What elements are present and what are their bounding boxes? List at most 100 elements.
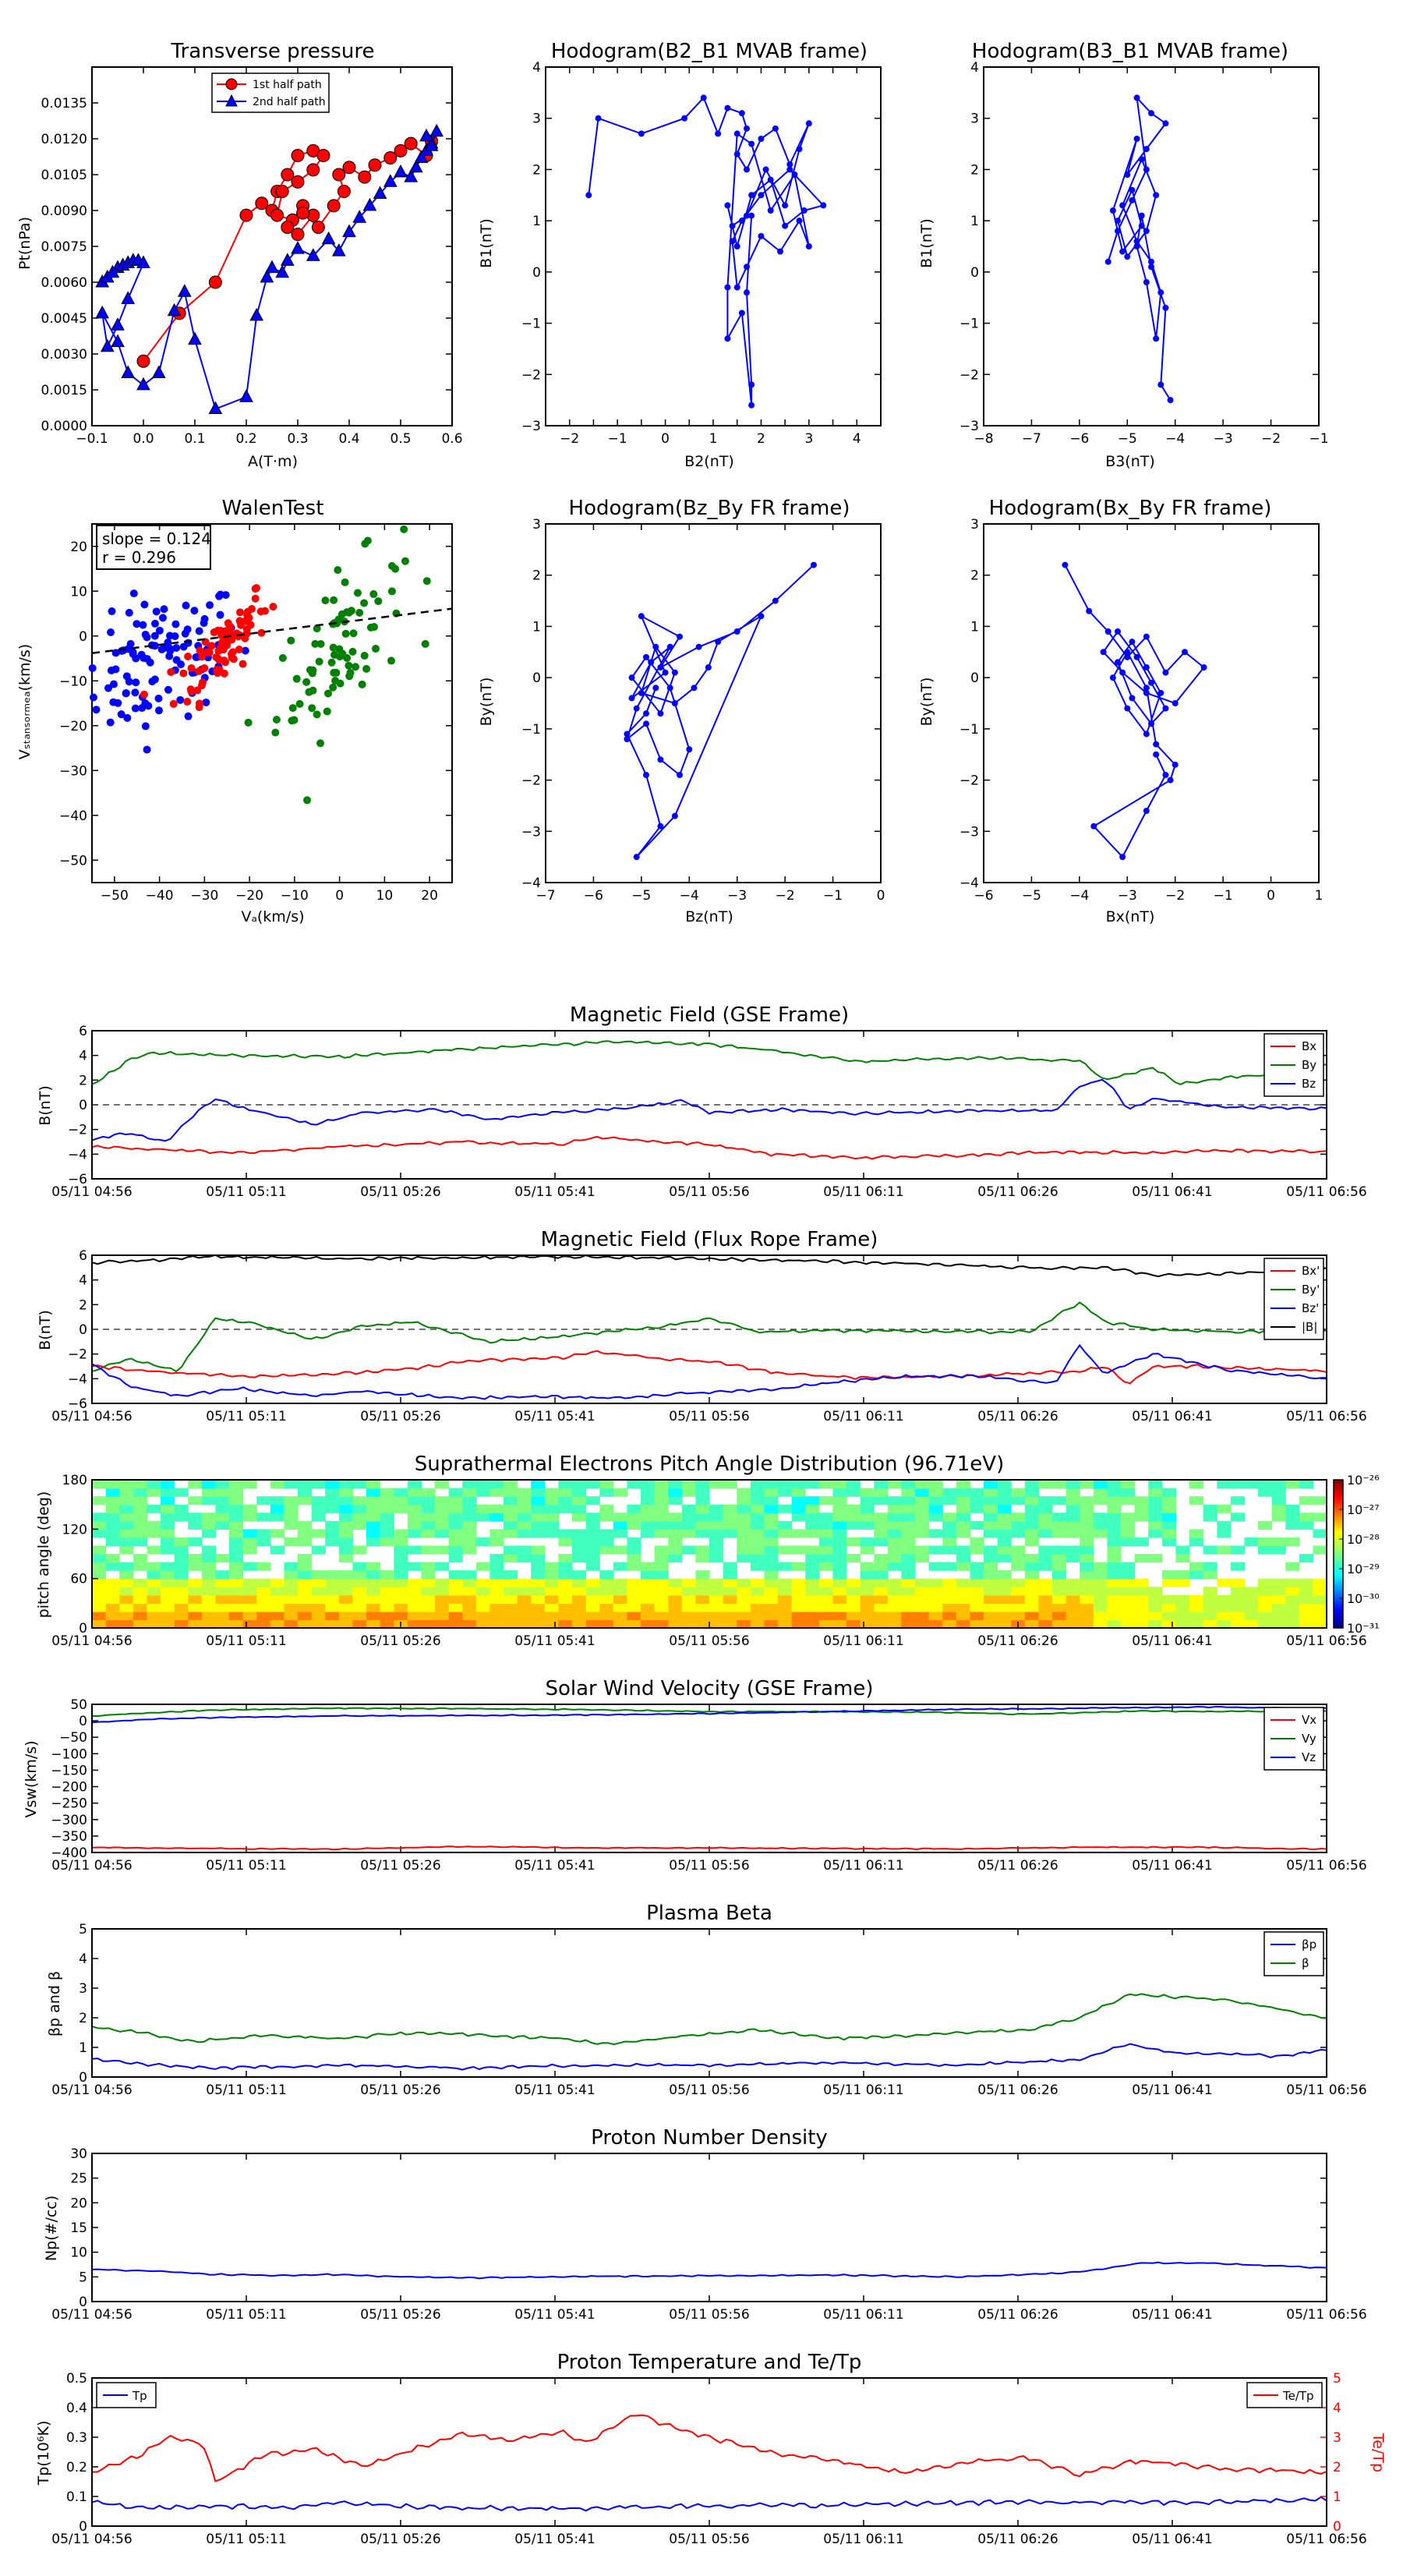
pad-cell	[887, 1611, 902, 1621]
pad-cell	[1161, 1520, 1176, 1530]
pad-cell	[764, 1554, 779, 1563]
pad-cell	[448, 1496, 463, 1506]
walen-point	[179, 669, 188, 678]
hodo-b2b1-point	[724, 335, 731, 342]
pad-cell	[832, 1513, 847, 1522]
walen-point	[349, 629, 358, 638]
pad-cell	[174, 1488, 189, 1497]
hodo-bxby-point	[1124, 649, 1131, 656]
hodo-b3b1-point	[1148, 264, 1154, 271]
pad-cell	[352, 1594, 367, 1604]
pt-axes-ytick-label: 0.0045	[41, 311, 87, 327]
hodo-bxby-ytick-label: 1	[970, 619, 979, 635]
pad-cell	[599, 1545, 614, 1555]
pad-cell	[517, 1594, 532, 1604]
pad-cell	[119, 1513, 134, 1522]
pad-cell	[668, 1554, 683, 1563]
pad-cell	[599, 1529, 614, 1538]
pad-cell	[599, 1513, 614, 1522]
walen-point	[239, 660, 247, 668]
pad-cell	[668, 1578, 683, 1587]
walen-point	[220, 656, 228, 665]
pad-cell	[1299, 1496, 1313, 1506]
pad-cell	[599, 1488, 614, 1497]
pad-cell	[298, 1562, 313, 1571]
pad-cell	[627, 1594, 641, 1604]
pad-cell	[942, 1594, 957, 1604]
pad-cell	[311, 1570, 326, 1580]
pad-cell	[1011, 1488, 1026, 1497]
np-ytick-label: 0	[79, 2295, 87, 2310]
pad-cell	[860, 1520, 875, 1530]
pad-cell	[1052, 1619, 1067, 1629]
pad-cell	[462, 1619, 477, 1629]
pad-cell	[997, 1545, 1012, 1555]
hodo-b2b1-point	[733, 150, 740, 157]
pad-cell	[242, 1504, 257, 1513]
pad-cell	[970, 1545, 984, 1555]
pad-cell	[818, 1603, 833, 1612]
pad-cell	[764, 1570, 779, 1580]
pad-xtick-label: 05/11 05:56	[669, 1633, 749, 1649]
walen-point	[140, 600, 149, 609]
pad-cell	[174, 1603, 189, 1612]
hodo-b2b1-point	[724, 202, 731, 209]
pad-cell	[915, 1488, 930, 1497]
pad-cell	[133, 1611, 147, 1621]
pad-cell	[242, 1619, 257, 1629]
vsw-legend-label: Vx	[1302, 1713, 1316, 1727]
beta-xtick-label: 05/11 05:56	[669, 2082, 749, 2098]
pad-cell	[641, 1496, 656, 1506]
pad-cell	[105, 1562, 120, 1571]
vsw-ytick-label: −250	[51, 1796, 87, 1812]
walen-point	[323, 707, 331, 716]
pad-cell	[1217, 1520, 1232, 1530]
pad-cell	[818, 1562, 833, 1571]
pad-cell	[654, 1603, 669, 1612]
pad-cell	[338, 1594, 353, 1604]
pad-cell	[805, 1619, 820, 1629]
pad-cell	[860, 1513, 875, 1522]
pad-cell	[887, 1529, 902, 1538]
pad-cell	[1052, 1594, 1067, 1604]
np-xtick-label: 05/11 05:26	[360, 2307, 440, 2323]
hodo-bzby-point	[677, 772, 683, 778]
pad-cell	[791, 1513, 806, 1522]
ylabel-pitch: pitch angle (deg)	[35, 1491, 52, 1619]
pad-cell	[818, 1529, 833, 1538]
pad-cell	[215, 1570, 230, 1580]
pad-cell	[119, 1504, 134, 1513]
walen-point	[144, 702, 153, 710]
walen-point	[323, 689, 332, 698]
pad-cell	[887, 1537, 902, 1547]
pad-cell	[1175, 1619, 1190, 1629]
walen-point	[140, 690, 148, 699]
pad-cell	[997, 1537, 1012, 1547]
pad-cell	[695, 1504, 710, 1513]
beta-series-β	[91, 1993, 1327, 2046]
pad-cell	[174, 1562, 189, 1571]
pad-cell	[928, 1611, 943, 1621]
pad-cell	[1217, 1504, 1232, 1513]
pad-cell	[1230, 1603, 1245, 1612]
pad-cell	[1066, 1545, 1080, 1555]
pad-cell	[1230, 1587, 1245, 1596]
pad-cell	[805, 1480, 820, 1489]
pad-cell	[997, 1520, 1012, 1530]
pad-cell	[1052, 1578, 1067, 1587]
pad-cell	[860, 1603, 875, 1612]
pad-cell	[188, 1619, 203, 1629]
pad-cell	[764, 1496, 779, 1506]
hodo-b2b1-point	[786, 161, 793, 168]
walen-point	[329, 643, 337, 652]
walen-point	[206, 601, 214, 610]
mag-fr-xtick-label: 05/11 05:11	[206, 1409, 286, 1424]
pad-cell	[846, 1603, 861, 1612]
pad-cell	[201, 1570, 216, 1580]
hodo-b2b1-point	[700, 94, 707, 101]
pad-cell	[270, 1619, 284, 1629]
pad-cell	[654, 1587, 669, 1596]
pad-cell	[531, 1611, 546, 1621]
pad-cell	[846, 1488, 861, 1497]
pad-cell	[818, 1496, 833, 1506]
